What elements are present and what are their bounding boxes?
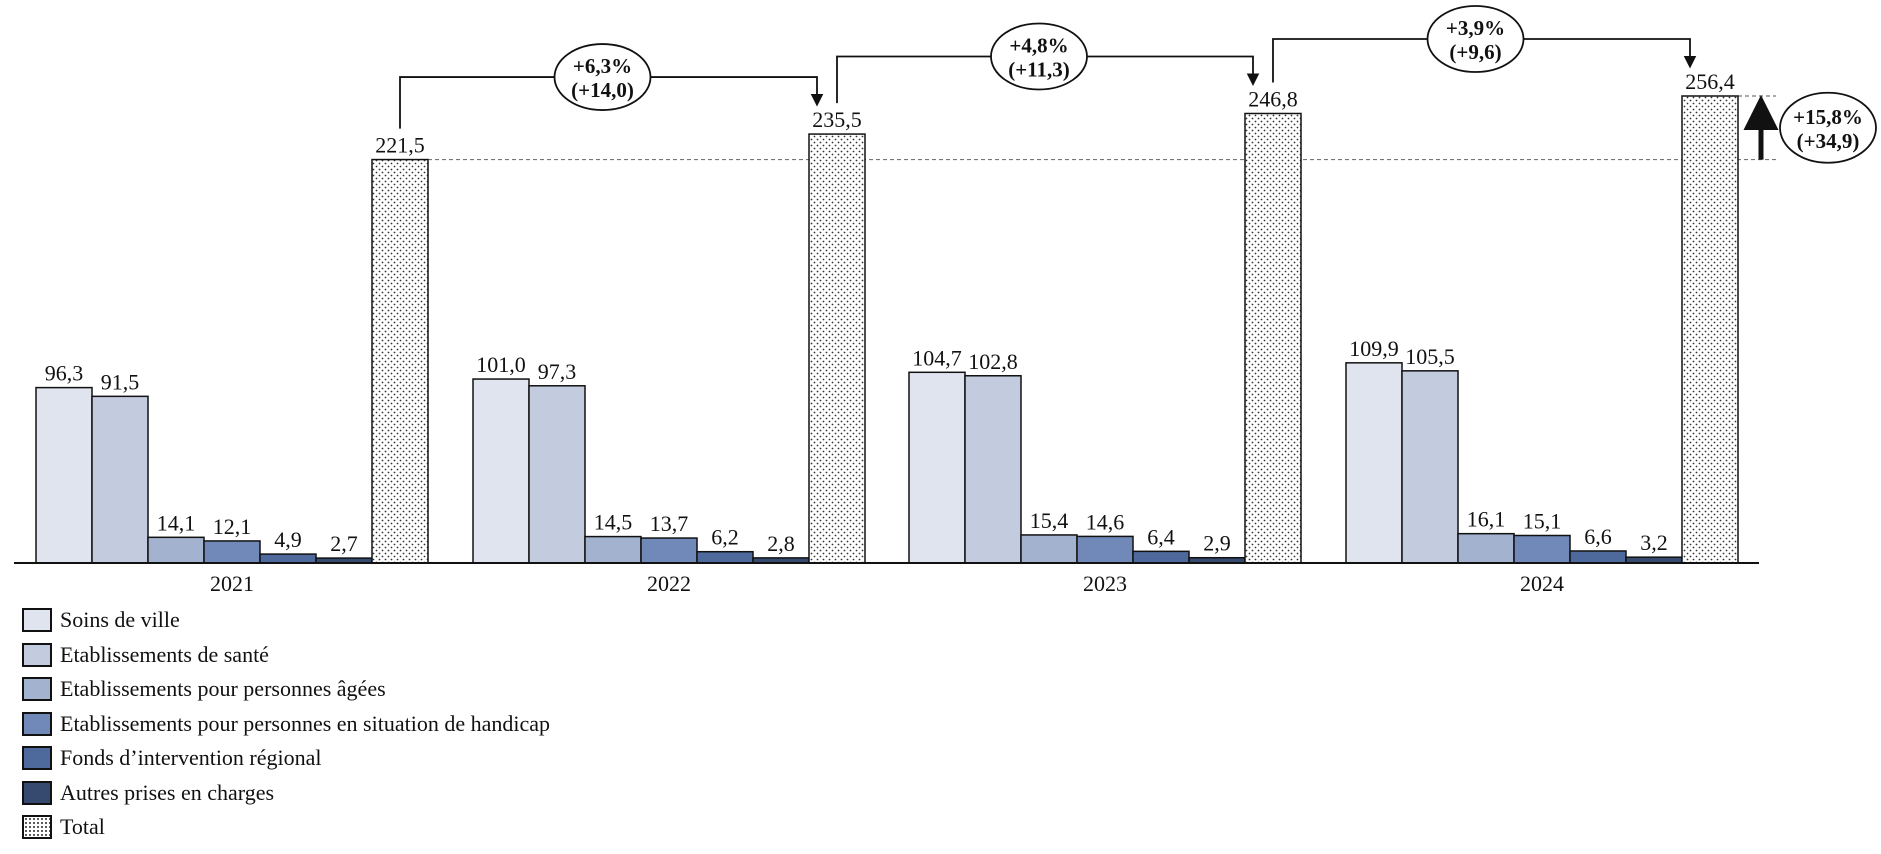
- bar-etablissements-pour-personnes-en-situation-de-handicap-2023: [1076, 535, 1134, 564]
- data-label-etablissements-pour-personnes-en-situation-de-handicap-2022: 13,7: [650, 511, 689, 536]
- data-label-fonds-d-intervention-regional-2022: 6,2: [711, 525, 739, 550]
- growth-percent-2021-2022: +6,3%: [573, 54, 632, 78]
- bar-total-2021: [371, 158, 429, 564]
- x-tick-label-2021: 2021: [210, 571, 254, 596]
- bar-total-2022: [808, 133, 866, 564]
- data-label-etablissements-pour-personnes-en-situation-de-handicap-2021: 12,1: [213, 514, 252, 539]
- bar-etablissements-pour-personnes-agees-2023: [1020, 534, 1078, 564]
- bar-etablissements-pour-personnes-agees-2024: [1457, 532, 1515, 564]
- data-label-etablissements-pour-personnes-agees-2024: 16,1: [1467, 507, 1506, 532]
- overall-change-bubble: [1779, 91, 1877, 164]
- overall-change-amount: (+34,9): [1797, 129, 1860, 153]
- growth-bubble-2023-2024: [1426, 5, 1525, 73]
- data-label-autres-prises-en-charges-2023: 2,9: [1203, 531, 1231, 556]
- x-tick-label-2024: 2024: [1520, 571, 1564, 596]
- bar-etablissements-pour-personnes-en-situation-de-handicap-2024: [1513, 534, 1571, 564]
- data-label-soins-de-ville-2023: 104,7: [912, 345, 962, 370]
- x-axis-tick-labels: 2021 2022 2023 2024: [210, 571, 1564, 596]
- data-labels: 96,3 91,5 14,1 12,1 4,9 2,7 221,5 101,0 97,3 14,5…: [45, 69, 1735, 556]
- data-label-total-2023: 246,8: [1248, 86, 1298, 111]
- bar-etablissements-pour-personnes-en-situation-de-handicap-2021: [203, 540, 261, 564]
- data-label-fonds-d-intervention-regional-2023: 6,4: [1147, 524, 1175, 549]
- bar-total-2024: [1681, 95, 1739, 564]
- legend-swatch-total: [22, 815, 52, 839]
- bar-soins-de-ville-2023: [908, 371, 966, 564]
- data-label-etablissements-de-sante-2023: 102,8: [968, 349, 1018, 374]
- legend-swatch-autres-prises-en-charges: [22, 780, 52, 805]
- legend-item-total: Total: [22, 812, 105, 842]
- data-label-etablissements-de-sante-2021: 91,5: [101, 369, 140, 394]
- legend-label-etablissements-pour-personnes-en-situation-de-handicap: Etablissements pour personnes en situati…: [60, 710, 550, 736]
- bar-etablissements-pour-personnes-agees-2022: [584, 535, 642, 564]
- data-label-total-2021: 221,5: [375, 133, 425, 158]
- overall-change-percent: +15,8%: [1793, 105, 1863, 129]
- bar-fonds-d-intervention-regional-2021: [259, 553, 317, 564]
- reference-lines: [428, 95, 1776, 161]
- bar-soins-de-ville-2024: [1345, 362, 1403, 564]
- data-label-etablissements-pour-personnes-agees-2022: 14,5: [594, 510, 633, 535]
- bar-etablissements-de-sante-2023: [964, 375, 1022, 564]
- legend-label-etablissements-de-sante: Etablissements de santé: [60, 641, 269, 667]
- growth-connectors: +6,3%(+14,0) +4,8%(+11,3) +3,9%(+9,6) +15,8…: [399, 5, 1877, 164]
- data-label-total-2022: 235,5: [812, 107, 862, 132]
- legend-label-etablissements-pour-personnes-agees: Etablissements pour personnes âgées: [60, 676, 386, 701]
- bar-soins-de-ville-2021: [35, 386, 93, 564]
- growth-amount-2021-2022: (+14,0): [571, 78, 634, 102]
- legend-item-etablissements-de-sante: Etablissements de santé: [22, 640, 269, 670]
- bar-etablissements-pour-personnes-agees-2021: [147, 536, 205, 564]
- data-label-autres-prises-en-charges-2024: 3,2: [1640, 530, 1668, 555]
- data-label-fonds-d-intervention-regional-2024: 6,6: [1584, 524, 1612, 549]
- growth-amount-2023-2024: (+9,6): [1449, 40, 1501, 64]
- growth-amount-2022-2023: (+11,3): [1008, 57, 1070, 81]
- growth-bubble-2022-2023: [990, 22, 1088, 91]
- legend-item-fonds-d-intervention-regional: Fonds d’intervention régional: [22, 743, 322, 773]
- data-label-etablissements-de-sante-2024: 105,5: [1405, 344, 1455, 369]
- data-label-autres-prises-en-charges-2022: 2,8: [767, 531, 795, 556]
- legend-swatch-etablissements-de-sante: [22, 642, 52, 667]
- bar-etablissements-de-sante-2024: [1401, 370, 1459, 564]
- data-label-etablissements-pour-personnes-en-situation-de-handicap-2024: 15,1: [1523, 508, 1562, 533]
- data-label-fonds-d-intervention-regional-2021: 4,9: [274, 527, 302, 552]
- legend-swatch-etablissements-pour-personnes-en-situation-de-handicap: [22, 711, 52, 736]
- data-label-total-2024: 256,4: [1685, 69, 1735, 94]
- data-label-etablissements-pour-personnes-agees-2023: 15,4: [1030, 508, 1069, 533]
- x-tick-label-2023: 2023: [1083, 571, 1127, 596]
- bar-etablissements-de-sante-2022: [528, 385, 586, 564]
- bar-fonds-d-intervention-regional-2024: [1569, 550, 1627, 564]
- bar-fonds-d-intervention-regional-2023: [1132, 550, 1190, 564]
- legend-label-autres-prises-en-charges: Autres prises en charges: [60, 779, 275, 805]
- bar-etablissements-de-sante-2021: [91, 395, 149, 564]
- bars: [35, 95, 1739, 564]
- growth-percent-2022-2023: +4,8%: [1009, 33, 1068, 57]
- bar-total-2023: [1244, 112, 1302, 564]
- growth-bubble-2021-2022: [553, 43, 652, 111]
- data-label-etablissements-pour-personnes-en-situation-de-handicap-2023: 14,6: [1086, 509, 1125, 534]
- data-label-etablissements-pour-personnes-agees-2021: 14,1: [157, 510, 196, 535]
- data-label-etablissements-de-sante-2022: 97,3: [538, 359, 577, 384]
- legend-item-autres-prises-en-charges: Autres prises en charges: [22, 778, 274, 808]
- legend-label-soins-de-ville: Soins de ville: [60, 607, 180, 632]
- data-label-soins-de-ville-2021: 96,3: [45, 361, 84, 386]
- bar-soins-de-ville-2022: [472, 378, 530, 564]
- data-label-autres-prises-en-charges-2021: 2,7: [330, 531, 358, 556]
- legend-item-etablissements-pour-personnes-en-situation-de-handicap: Etablissements pour personnes en situati…: [22, 709, 550, 739]
- data-label-soins-de-ville-2022: 101,0: [476, 352, 526, 377]
- data-label-soins-de-ville-2024: 109,9: [1349, 336, 1399, 361]
- legend-item-soins-de-ville: Soins de ville: [22, 605, 180, 635]
- growth-percent-2023-2024: +3,9%: [1446, 16, 1505, 40]
- legend-swatch-fonds-d-intervention-regional: [22, 746, 52, 770]
- legend-label-fonds-d-intervention-regional: Fonds d’intervention régional: [60, 745, 322, 770]
- legend-item-etablissements-pour-personnes-agees: Etablissements pour personnes âgées: [22, 674, 386, 704]
- legend-swatch-etablissements-pour-personnes-agees: [22, 677, 52, 701]
- bar-fonds-d-intervention-regional-2022: [696, 550, 754, 564]
- legend-label-total: Total: [60, 814, 105, 839]
- bar-etablissements-pour-personnes-en-situation-de-handicap-2022: [640, 537, 698, 564]
- x-tick-label-2022: 2022: [647, 571, 691, 596]
- legend-swatch-soins-de-ville: [22, 608, 52, 632]
